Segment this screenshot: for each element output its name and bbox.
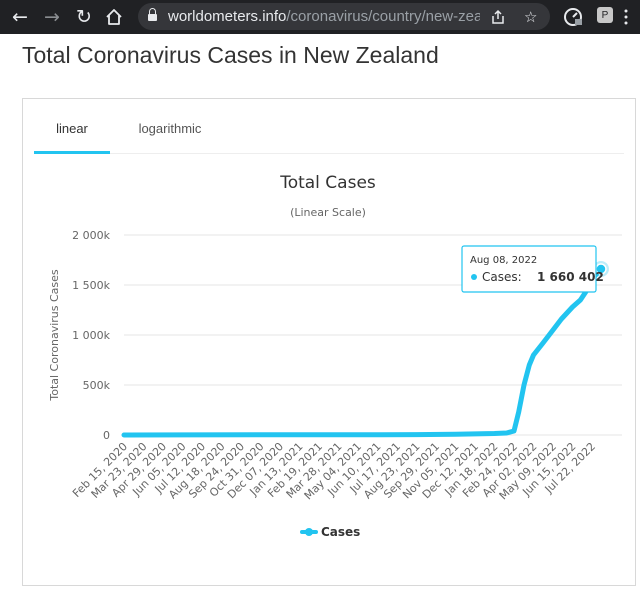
tooltip-series-name: Cases: — [482, 270, 522, 284]
url-text[interactable]: worldometers.info/coronavirus/country/ne… — [168, 8, 480, 25]
y-tick-label: 1 000k — [72, 329, 110, 342]
chart-subtitle: (Linear Scale) — [290, 206, 366, 219]
y-axis-ticks: 0 500k 1 000k 1 500k 2 000k — [72, 229, 110, 442]
address-bar[interactable]: worldometers.info/coronavirus/country/ne… — [138, 3, 550, 30]
series-line-cases — [121, 266, 604, 438]
menu-icon[interactable] — [624, 9, 628, 25]
tooltip-date: Aug 08, 2022 — [470, 255, 537, 266]
tooltip-value: 1 660 402 — [537, 270, 604, 284]
forward-arrow-icon[interactable]: → — [44, 6, 60, 28]
tooltip-marker — [471, 274, 477, 280]
y-tick-label: 2 000k — [72, 229, 110, 242]
legend-label: Cases — [321, 525, 360, 539]
y-axis-label: Total Coronavirus Cases — [48, 269, 61, 402]
back-arrow-icon[interactable]: ← — [12, 6, 28, 28]
y-tick-label: 1 500k — [72, 279, 110, 292]
share-icon[interactable] — [490, 3, 506, 30]
legend-marker — [305, 528, 313, 536]
lock-icon[interactable] — [148, 7, 157, 22]
page-title: Total Coronavirus Cases in New Zealand — [22, 42, 439, 68]
chart-panel: linear logarithmic — [22, 98, 636, 586]
y-tick-label: 0 — [103, 429, 110, 442]
tooltip: Aug 08, 2022 Cases: 1 660 402 — [461, 245, 604, 293]
y-tick-label: 500k — [83, 379, 111, 392]
browser-toolbar: ← → ↻ worldometers.info/coronavirus/coun… — [0, 0, 640, 34]
profile-icon[interactable]: P — [597, 7, 613, 23]
chart-title: Total Cases — [279, 173, 376, 193]
series-layer — [121, 260, 609, 438]
reload-icon[interactable]: ↻ — [76, 6, 92, 28]
tooltip-box — [461, 245, 597, 293]
tab-logarithmic[interactable]: logarithmic — [138, 121, 202, 136]
scale-tabs: linear logarithmic — [34, 111, 624, 154]
extension-icon[interactable] — [563, 7, 583, 32]
tab-linear[interactable]: linear — [34, 111, 110, 154]
star-icon[interactable]: ☆ — [524, 7, 538, 26]
legend[interactable]: Cases — [300, 525, 360, 539]
home-icon[interactable] — [104, 7, 124, 32]
grid-lines — [124, 234, 622, 436]
